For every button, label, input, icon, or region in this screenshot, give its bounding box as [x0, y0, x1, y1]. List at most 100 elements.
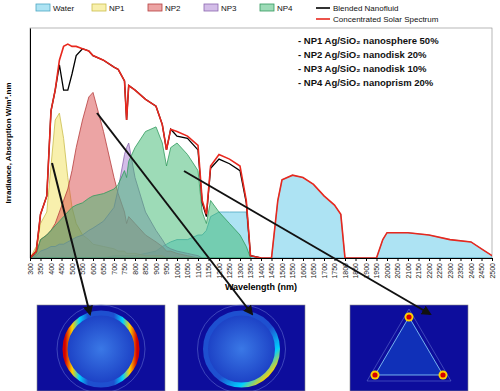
legend-swatch	[316, 18, 330, 20]
x-tick-label: 2500	[489, 263, 496, 279]
legend-item: NP2	[148, 4, 181, 13]
area-series	[30, 127, 251, 258]
legend-label: NP4	[277, 4, 293, 13]
x-tick-mark	[366, 258, 367, 261]
x-tick-label: 2250	[436, 263, 443, 279]
legend-label: Concentrated Solar Spectrum	[333, 15, 439, 24]
legend-swatch	[92, 4, 106, 11]
x-tick: 600	[90, 258, 97, 275]
hotspot	[440, 372, 445, 377]
x-tick: 2100	[405, 258, 412, 279]
x-tick-label: 450	[58, 263, 65, 275]
x-tick: 700	[111, 258, 118, 275]
x-tick-mark	[177, 258, 178, 261]
legend-item: NP1	[92, 4, 125, 13]
x-tick-label: 1450	[268, 263, 275, 279]
x-axis: 3003504004505005506006507007508008509009…	[27, 258, 496, 279]
plot-area	[30, 44, 492, 258]
x-tick-label: 1100	[195, 263, 202, 278]
x-tick-mark	[492, 258, 493, 261]
legend-swatch	[148, 4, 162, 11]
x-tick-mark	[93, 258, 94, 261]
domain-outline	[198, 305, 286, 391]
x-tick-mark	[198, 258, 199, 261]
x-tick: 2050	[394, 258, 401, 279]
x-tick-label: 1050	[184, 263, 191, 279]
x-tick: 950	[163, 258, 170, 275]
x-tick-label: 2000	[384, 263, 391, 279]
x-tick-label: 1750	[331, 263, 338, 279]
annotation: - NP2 Ag/SiO₂ nanodisk 20%	[298, 49, 427, 60]
x-tick-mark	[324, 258, 325, 261]
legend-item: Blended Nanofluid	[316, 4, 398, 13]
x-tick-mark	[450, 258, 451, 261]
x-tick-label: 1950	[373, 263, 380, 279]
chart-root: 3003504004505005506006507007508008509009…	[0, 0, 500, 391]
x-tick: 2250	[436, 258, 443, 279]
x-tick: 450	[58, 258, 65, 275]
x-tick-label: 700	[111, 263, 118, 275]
x-tick-mark	[156, 258, 157, 261]
domain-outline	[367, 309, 451, 381]
nanodisk	[206, 313, 278, 385]
annotation: - NP4 Ag/SiO₂ nanoprism 20%	[298, 77, 434, 88]
arrow	[52, 163, 90, 314]
x-tick: 650	[100, 258, 107, 275]
legend-item: NP4	[260, 4, 293, 13]
x-tick-label: 2100	[405, 263, 412, 279]
hotspot-halo	[439, 371, 448, 380]
hotspot	[372, 372, 377, 377]
x-tick: 2150	[415, 258, 422, 279]
x-tick-mark	[104, 258, 105, 261]
x-tick-mark	[482, 258, 483, 261]
x-tick: 2500	[489, 258, 496, 279]
x-tick-label: 2050	[394, 263, 401, 279]
x-tick-mark	[167, 258, 168, 261]
legend-item: NP3	[204, 4, 237, 13]
x-tick-label: 1700	[321, 263, 328, 279]
legend-swatch	[36, 4, 50, 11]
x-tick: 1250	[226, 258, 233, 279]
line-series	[30, 49, 261, 258]
x-tick-mark	[408, 258, 409, 261]
x-tick-mark	[440, 258, 441, 261]
x-tick-label: 2400	[468, 263, 475, 279]
x-tick: 1400	[258, 258, 265, 279]
x-tick-label: 2350	[457, 263, 464, 279]
x-tick-label: 1500	[279, 263, 286, 279]
x-tick-mark	[314, 258, 315, 261]
x-tick-label: 950	[163, 263, 170, 275]
x-tick-label: 1550	[289, 263, 296, 279]
plot-frame	[30, 28, 492, 258]
x-tick-mark	[356, 258, 357, 261]
legend-label: NP1	[109, 4, 125, 13]
x-tick-label: 650	[100, 263, 107, 275]
x-tick-mark	[188, 258, 189, 261]
x-tick: 1500	[279, 258, 286, 279]
x-tick-label: 350	[37, 263, 44, 275]
x-tick: 900	[153, 258, 160, 275]
x-tick-label: 1650	[310, 263, 317, 279]
x-tick-label: 800	[132, 263, 139, 275]
panel-background	[350, 305, 468, 391]
x-tick: 850	[142, 258, 149, 275]
x-tick-mark	[461, 258, 462, 261]
x-tick-label: 500	[69, 263, 76, 275]
x-tick-label: 1400	[258, 263, 265, 279]
x-tick-label: 1300	[237, 263, 244, 279]
x-tick: 1100	[195, 258, 202, 278]
x-tick-mark	[345, 258, 346, 261]
panel-background	[178, 305, 305, 391]
legend-label: Blended Nanofluid	[333, 4, 398, 13]
annotations: - NP1 Ag/SiO₂ nanosphere 50%- NP2 Ag/SiO…	[298, 35, 439, 88]
x-tick-mark	[261, 258, 262, 261]
x-tick: 1700	[321, 258, 328, 279]
panel-background	[37, 305, 165, 391]
x-tick-mark	[72, 258, 73, 261]
x-tick-label: 2300	[447, 263, 454, 279]
legend-item: Concentrated Solar Spectrum	[316, 15, 439, 24]
x-tick-label: 750	[121, 263, 128, 275]
hotspot-halo	[405, 313, 414, 322]
y-axis	[30, 29, 31, 259]
y-axis-title: Irradiance, Absorption W/m².nm	[4, 82, 13, 203]
